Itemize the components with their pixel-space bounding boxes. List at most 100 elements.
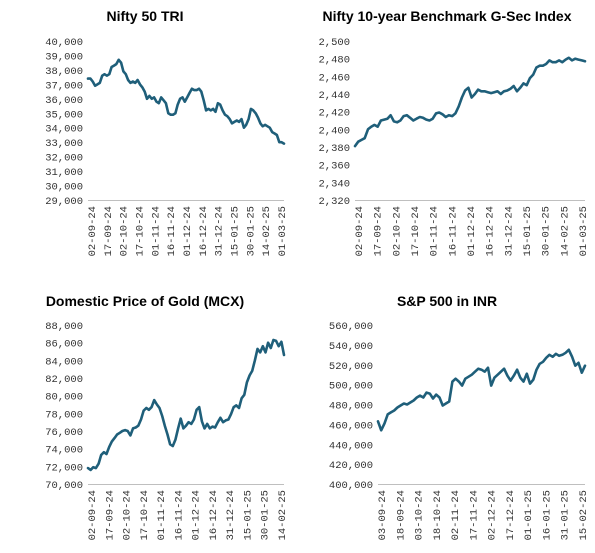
chart-title: Nifty 10-year Benchmark G-Sec Index <box>323 8 572 24</box>
gold-price-chart: Domestic Price of Gold (MCX) 70,000 72,00… <box>45 293 289 540</box>
x-tick-label: 02-09-24 <box>87 206 99 256</box>
x-tick-label: 30-01-25 <box>245 206 257 256</box>
y-tick-label: 2,460 <box>318 72 350 84</box>
x-tick-label: 17-10-24 <box>139 490 151 540</box>
x-tick-label: 17-09-24 <box>373 206 385 256</box>
y-tick-label: 2,360 <box>318 161 350 173</box>
y-tick-label: 480,000 <box>329 401 373 413</box>
x-tick-label: 01-12-24 <box>191 490 203 540</box>
chart-title: S&P 500 in INR <box>397 293 497 309</box>
x-tick-label: 02-09-24 <box>354 206 366 256</box>
x-tick-label: 30-01-25 <box>260 490 272 540</box>
x-tick-label: 31-01-25 <box>560 490 572 540</box>
x-tick-label: 16-11-24 <box>166 206 178 256</box>
y-tick-label: 2,400 <box>318 125 350 137</box>
series-line <box>86 338 286 472</box>
x-tick-label: 02-10-24 <box>122 490 134 540</box>
y-tick-label: 76,000 <box>45 427 83 439</box>
x-tick-label: 02-12-24 <box>487 490 499 540</box>
y-tick-label: 74,000 <box>45 445 83 457</box>
y-tick-label: 80,000 <box>45 392 83 404</box>
y-tick-label: 2,440 <box>318 90 350 102</box>
y-tick-label: 500,000 <box>329 381 373 393</box>
x-tick-label: 17-09-24 <box>104 490 116 540</box>
x-tick-label: 01-03-25 <box>277 206 289 256</box>
y-tick-label: 34,000 <box>45 124 83 136</box>
x-tick-label: 16-12-24 <box>485 206 497 256</box>
x-tick-label: 16-12-24 <box>198 206 210 256</box>
y-tick-label: 82,000 <box>45 374 83 386</box>
y-tick-label: 2,340 <box>318 178 350 190</box>
x-tick-label: 18-09-24 <box>395 490 407 540</box>
x-tick-label: 16-11-24 <box>447 206 459 256</box>
y-tick-label: 31,000 <box>45 167 83 179</box>
y-tick-label: 86,000 <box>45 339 83 351</box>
x-tick-label: 14-02-25 <box>559 206 571 256</box>
x-tick-label: 16-01-25 <box>541 490 553 540</box>
x-tick-label: 01-01-25 <box>523 490 535 540</box>
x-tick-label: 02-11-24 <box>450 490 462 540</box>
y-tick-label: 70,000 <box>45 480 83 492</box>
y-tick-label: 38,000 <box>45 66 83 78</box>
x-tick-label: 17-09-24 <box>103 206 115 256</box>
series-line <box>376 348 587 432</box>
x-tick-label: 15-01-25 <box>230 206 242 256</box>
x-tick-label: 18-10-24 <box>432 490 444 540</box>
chart-title: Nifty 50 TRI <box>106 8 183 24</box>
y-tick-label: 2,320 <box>318 196 350 208</box>
nifty-50-tri-chart: Nifty 50 TRI 29,000 30,000 31,000 32,000 33,… <box>45 8 289 256</box>
x-tick-label: 17-10-24 <box>135 206 147 256</box>
x-tick-label: 17-11-24 <box>468 490 480 540</box>
y-tick-label: 420,000 <box>329 460 373 472</box>
x-tick-label: 15-01-25 <box>242 490 254 540</box>
x-tick-label: 31-12-24 <box>225 490 237 540</box>
y-tick-label: 400,000 <box>329 480 373 492</box>
x-tick-label: 01-11-24 <box>429 206 441 256</box>
gsec-index-chart: Nifty 10-year Benchmark G-Sec Index 2,32… <box>318 8 590 256</box>
chart-title: Domestic Price of Gold (MCX) <box>46 293 244 309</box>
y-tick-label: 2,420 <box>318 108 350 120</box>
y-tick-label: 37,000 <box>45 80 83 92</box>
x-tick-label: 14-02-25 <box>277 490 289 540</box>
series-line <box>86 58 286 145</box>
x-tick-label: 16-12-24 <box>208 490 220 540</box>
y-tick-label: 540,000 <box>329 341 373 353</box>
y-tick-label: 2,500 <box>318 37 350 49</box>
y-tick-label: 29,000 <box>45 196 83 208</box>
y-tick-label: 460,000 <box>329 420 373 432</box>
x-tick-label: 17-12-24 <box>505 490 517 540</box>
x-tick-label: 01-03-25 <box>578 206 590 256</box>
y-tick-label: 440,000 <box>329 440 373 452</box>
x-tick-label: 17-10-24 <box>410 206 422 256</box>
x-tick-label: 16-11-24 <box>173 490 185 540</box>
y-tick-label: 40,000 <box>45 37 83 49</box>
y-tick-label: 2,480 <box>318 55 350 67</box>
x-tick-label: 03-09-24 <box>377 490 389 540</box>
x-tick-label: 31-12-24 <box>503 206 515 256</box>
series-line <box>353 56 587 148</box>
x-tick-label: 31-12-24 <box>214 206 226 256</box>
x-tick-label: 30-01-25 <box>541 206 553 256</box>
y-tick-label: 2,380 <box>318 143 350 155</box>
x-tick-label: 15-01-25 <box>522 206 534 256</box>
x-tick-label: 14-02-25 <box>261 206 273 256</box>
y-tick-label: 560,000 <box>329 321 373 333</box>
y-tick-label: 88,000 <box>45 321 83 333</box>
x-tick-label: 15-02-25 <box>578 490 590 540</box>
y-tick-label: 35,000 <box>45 109 83 121</box>
y-tick-label: 33,000 <box>45 138 83 150</box>
x-tick-label: 01-12-24 <box>182 206 194 256</box>
x-tick-label: 01-11-24 <box>156 490 168 540</box>
y-tick-label: 520,000 <box>329 361 373 373</box>
y-tick-label: 39,000 <box>45 51 83 63</box>
y-tick-label: 32,000 <box>45 153 83 165</box>
x-tick-label: 02-10-24 <box>391 206 403 256</box>
x-tick-label: 02-09-24 <box>87 490 99 540</box>
y-tick-label: 30,000 <box>45 182 83 194</box>
x-tick-label: 02-10-24 <box>119 206 131 256</box>
y-tick-label: 84,000 <box>45 356 83 368</box>
x-tick-label: 01-12-24 <box>466 206 478 256</box>
y-tick-label: 78,000 <box>45 409 83 421</box>
y-tick-label: 36,000 <box>45 95 83 107</box>
